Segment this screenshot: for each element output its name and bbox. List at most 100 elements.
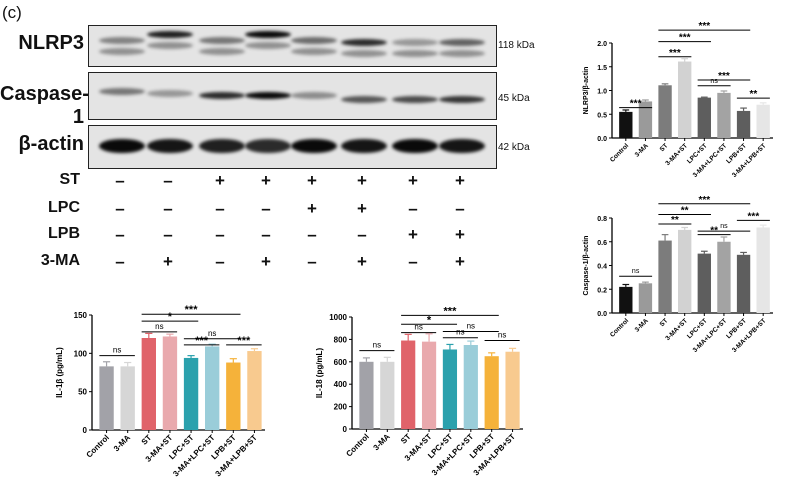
bar: [421, 341, 437, 429]
significance-label: **: [671, 215, 679, 226]
x-tick-label: 3-MA: [634, 142, 650, 158]
treatment-sign: –: [163, 225, 173, 244]
treatment-sign: +: [455, 225, 465, 244]
bar: [717, 92, 731, 138]
bar: [359, 361, 374, 429]
blot-band: [392, 139, 438, 153]
x-tick-label: ST: [659, 317, 670, 328]
x-tick-label: 3-MA: [634, 317, 650, 333]
blot-band: [392, 95, 438, 103]
treatment-sign: +: [408, 171, 418, 190]
y-axis-label: NLRP3/β-actin: [583, 67, 590, 115]
y-axis-label: Caspase-1/β-actin: [583, 236, 590, 296]
treatment-sign: –: [215, 199, 225, 218]
blot-band: [439, 139, 485, 153]
y-axis-label: IL-1β (pg/mL): [55, 347, 64, 398]
kda-actin: 42 kDa: [498, 142, 530, 153]
significance-label: ***: [444, 305, 458, 317]
blot-band: [147, 41, 193, 49]
blot-label-nlrp3: NLRP3: [18, 32, 84, 54]
bar: [247, 351, 262, 430]
blot-band: [392, 38, 438, 46]
y-tick-label: 0.0: [597, 311, 607, 318]
significance-label: ns: [498, 331, 506, 340]
significance-label: *: [427, 314, 432, 326]
treatment-sign: –: [455, 199, 465, 218]
blot-band: [199, 91, 245, 99]
y-tick-label: 1000: [329, 313, 347, 322]
y-tick-label: 0.4: [597, 264, 607, 271]
kda-nlrp3: 118 kDa: [498, 40, 535, 51]
blot-band: [199, 139, 245, 153]
y-tick-label: 150: [74, 311, 88, 320]
treatment-sign: +: [455, 252, 465, 271]
significance-label: ns: [414, 323, 422, 332]
treatment-sign: –: [115, 199, 125, 218]
blot-label-caspase1: Caspase-1: [0, 83, 89, 128]
blot-band: [341, 38, 387, 46]
blot-band: [99, 87, 145, 95]
treatment-sign: –: [357, 225, 367, 244]
y-tick-label: 0: [343, 425, 348, 434]
bar: [484, 356, 499, 429]
blot-band: [341, 49, 387, 57]
treatment-sign: –: [408, 252, 418, 271]
y-tick-label: 400: [334, 380, 348, 389]
bar: [380, 361, 395, 429]
significance-label: ns: [113, 346, 121, 355]
bar: [205, 346, 220, 430]
y-tick-label: 0.0: [597, 136, 607, 143]
bar: [658, 240, 672, 313]
significance-label: ns: [208, 329, 216, 338]
bar: [638, 101, 653, 138]
significance-label: ***: [185, 304, 199, 316]
significance-label: *: [168, 311, 173, 323]
bar: [658, 85, 672, 138]
significance-label: ***: [630, 99, 642, 110]
x-tick-label: Control: [609, 142, 630, 163]
treatment-label: 3-MA: [40, 252, 80, 269]
treatment-sign: +: [408, 225, 418, 244]
blot-band: [341, 95, 387, 103]
significance-label: ***: [669, 48, 681, 59]
y-tick-label: 2.0: [597, 41, 607, 48]
bar: [226, 362, 241, 430]
chart-caspase1: 0.0 0.2 0.4 0.6 0.8 Caspase-1/β-actin Control 3…: [583, 195, 773, 354]
blot-band: [291, 139, 337, 153]
bar: [463, 345, 478, 429]
blot-band: [291, 91, 337, 99]
treatment-sign: +: [357, 252, 367, 271]
bar: [697, 97, 711, 138]
bar: [183, 357, 199, 430]
bar: [162, 336, 178, 430]
significance-label: ***: [698, 195, 710, 206]
blot-band: [341, 139, 387, 153]
bar: [619, 111, 633, 138]
treatment-sign: –: [307, 252, 317, 271]
blot-band: [147, 89, 193, 97]
treatment-sign: –: [215, 225, 225, 244]
blot-image-actin: [88, 125, 497, 169]
significance-label: **: [749, 89, 757, 100]
blot-band: [291, 36, 337, 44]
treatment-sign: +: [307, 171, 317, 190]
y-tick-label: 200: [334, 403, 348, 412]
y-tick-label: 0.5: [597, 112, 607, 119]
blot-band: [99, 36, 145, 44]
significance-label: ***: [679, 33, 691, 44]
treatment-sign: –: [115, 171, 125, 190]
treatment-sign: –: [115, 252, 125, 271]
treatment-sign: –: [307, 225, 317, 244]
significance-label: ns: [373, 341, 381, 350]
y-tick-label: 800: [334, 335, 348, 344]
treatment-sign: +: [357, 171, 367, 190]
chart-il18: 0 200 400 600 800 1000 IL-18 (pg/mL) Control 3-M…: [315, 305, 523, 477]
blot-band: [245, 30, 291, 38]
significance-label: ns: [720, 223, 728, 230]
y-tick-label: 0.6: [597, 240, 607, 247]
treatment-sign: –: [261, 199, 271, 218]
bar: [717, 241, 731, 313]
y-tick-label: 1.0: [597, 89, 607, 96]
